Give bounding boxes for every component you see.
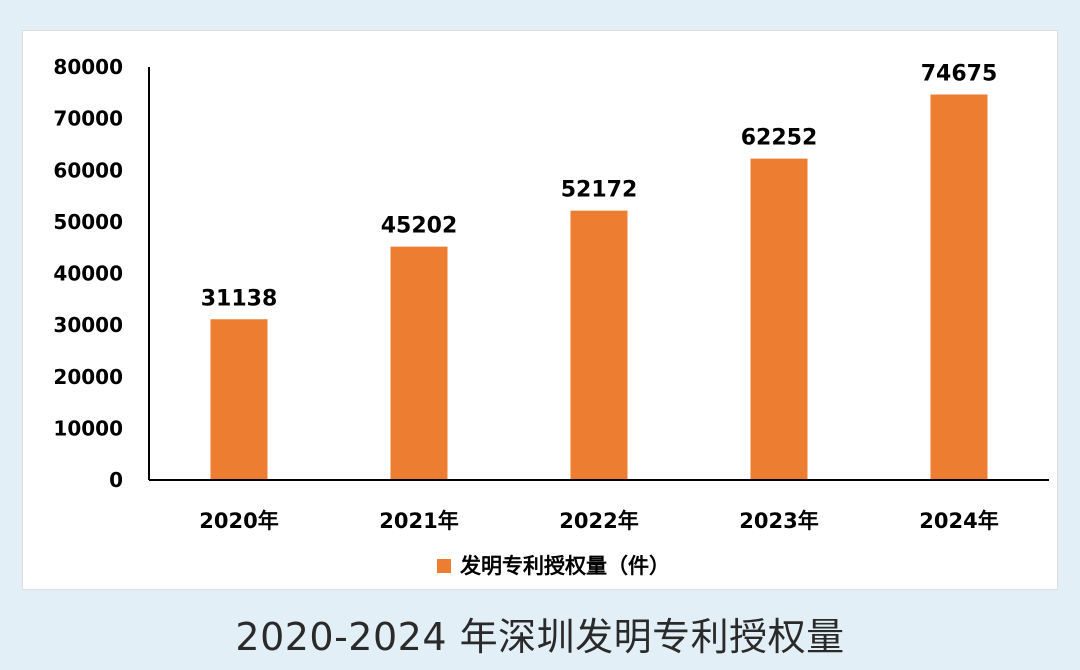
legend-swatch	[437, 559, 451, 573]
y-tick-label: 20000	[53, 365, 123, 389]
chart-card: 0 10000 20000 30000 40000 50000 60000 70000 8000…	[22, 30, 1058, 590]
y-tick-label: 50000	[53, 210, 123, 234]
data-label: 74675	[921, 61, 998, 86]
data-label: 52172	[561, 178, 638, 203]
x-tick-label: 2020年	[199, 509, 278, 533]
x-tick-label: 2023年	[739, 509, 818, 533]
data-labels-group: 31138 45202 52172 62252 74675	[201, 61, 998, 311]
legend-label: 发明专利授权量（件）	[459, 554, 670, 578]
y-tick-label: 30000	[53, 313, 123, 337]
y-axis: 0 10000 20000 30000 40000 50000 60000 70000 8000…	[53, 55, 150, 492]
bar	[210, 319, 268, 480]
bar-chart: 0 10000 20000 30000 40000 50000 60000 70000 8000…	[53, 55, 1049, 578]
legend: 发明专利授权量（件）	[437, 554, 670, 578]
bars-group	[210, 94, 988, 481]
bar	[750, 158, 808, 480]
bar	[930, 94, 988, 481]
y-tick-label: 70000	[53, 107, 123, 131]
y-tick-label: 60000	[53, 158, 123, 182]
data-label: 31138	[201, 286, 278, 311]
x-axis: 2020年 2021年 2022年 2023年 2024年	[149, 479, 1049, 533]
y-tick-label: 0	[109, 468, 123, 492]
data-label: 45202	[381, 214, 458, 239]
figure-caption: 2020-2024 年深圳发明专利授权量	[235, 615, 845, 659]
x-tick-label: 2021年	[379, 509, 458, 533]
data-label: 62252	[741, 126, 818, 151]
y-tick-label: 80000	[53, 55, 123, 79]
bar	[390, 246, 448, 480]
bar	[570, 210, 628, 480]
y-tick-label: 40000	[53, 262, 123, 286]
x-tick-label: 2022年	[559, 509, 638, 533]
x-tick-label: 2024年	[919, 509, 998, 533]
y-tick-label: 10000	[53, 416, 123, 440]
